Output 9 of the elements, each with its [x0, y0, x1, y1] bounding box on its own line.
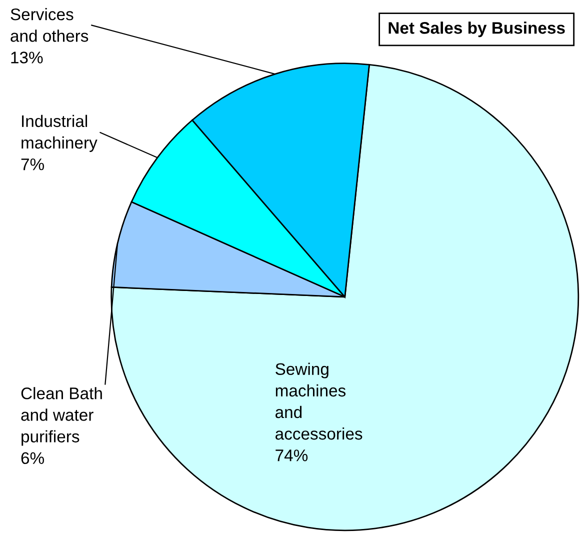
slice-label: Industrial machinery	[22, 114, 98, 152]
data-label: 6%	[21, 452, 44, 464]
slice-label: Clean Bath and water purifiers	[21, 387, 102, 446]
data-label: 7%	[21, 158, 44, 170]
data-label: 74%	[276, 450, 308, 462]
data-label: 13%	[11, 52, 43, 64]
text: Net Sales by Business	[388, 22, 565, 38]
slice-label: Sewing machines and accessories	[276, 362, 362, 440]
slice-label: Services and others	[10, 8, 88, 42]
